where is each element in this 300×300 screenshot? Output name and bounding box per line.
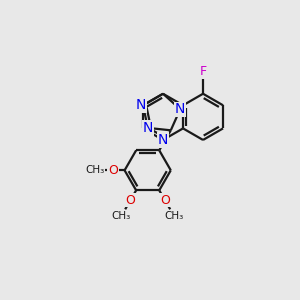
Text: CH₃: CH₃ (85, 165, 104, 175)
Text: O: O (108, 164, 118, 177)
Text: O: O (125, 194, 135, 207)
Text: N: N (158, 133, 168, 147)
Text: CH₃: CH₃ (165, 211, 184, 221)
Text: CH₃: CH₃ (112, 211, 131, 221)
Text: N: N (142, 121, 153, 135)
Text: O: O (160, 194, 170, 207)
Text: N: N (175, 102, 185, 116)
Text: N: N (136, 98, 146, 112)
Text: F: F (200, 65, 207, 78)
